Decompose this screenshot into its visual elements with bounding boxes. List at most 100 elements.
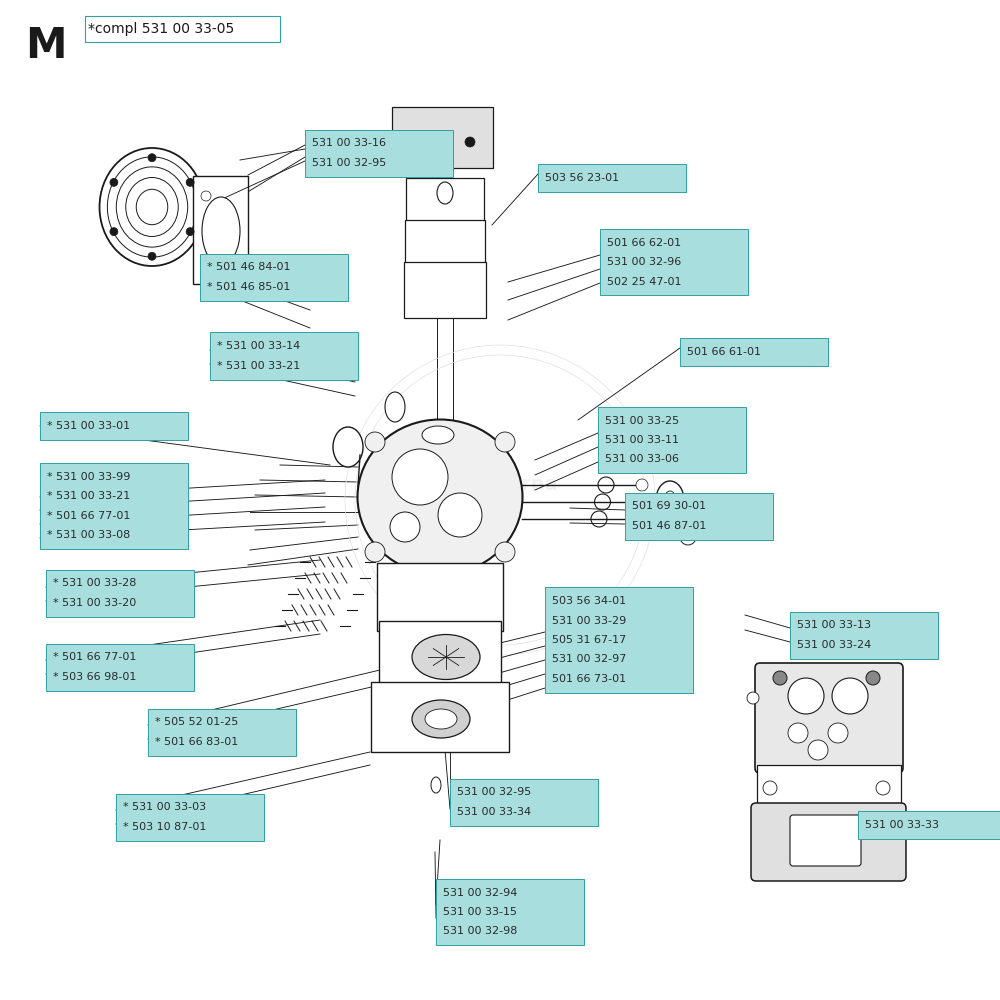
Text: * 531 00 33-08: * 531 00 33-08 — [47, 530, 130, 540]
Circle shape — [832, 678, 868, 714]
Circle shape — [495, 542, 515, 562]
Text: 501 66 73-01: 501 66 73-01 — [552, 674, 626, 684]
Circle shape — [110, 178, 118, 186]
Text: * 501 46 85-01: * 501 46 85-01 — [207, 282, 290, 292]
Circle shape — [186, 178, 194, 186]
Text: * 531 00 33-14: * 531 00 33-14 — [217, 341, 300, 351]
Circle shape — [876, 781, 890, 795]
Ellipse shape — [358, 420, 522, 574]
Circle shape — [747, 692, 759, 704]
FancyBboxPatch shape — [46, 644, 194, 690]
FancyBboxPatch shape — [404, 262, 486, 318]
Text: husqvarna: husqvarna — [442, 476, 558, 494]
Circle shape — [392, 449, 448, 505]
Text: * 501 66 77-01: * 501 66 77-01 — [53, 652, 136, 662]
Text: * 531 00 33-21: * 531 00 33-21 — [217, 361, 300, 371]
FancyBboxPatch shape — [85, 16, 280, 42]
Circle shape — [788, 723, 808, 743]
Text: * 501 66 83-01: * 501 66 83-01 — [155, 737, 238, 747]
Text: * 501 46 84-01: * 501 46 84-01 — [207, 262, 290, 272]
Text: 531 00 33-34: 531 00 33-34 — [457, 807, 531, 817]
FancyBboxPatch shape — [405, 220, 485, 276]
FancyBboxPatch shape — [790, 612, 938, 659]
FancyBboxPatch shape — [377, 563, 503, 631]
FancyBboxPatch shape — [545, 587, 693, 693]
FancyBboxPatch shape — [210, 332, 358, 379]
Text: 531 00 32-95: 531 00 32-95 — [312, 158, 386, 168]
Ellipse shape — [425, 709, 457, 729]
Text: 531 00 32-96: 531 00 32-96 — [607, 257, 681, 267]
Circle shape — [866, 671, 880, 685]
Text: * 505 52 01-25: * 505 52 01-25 — [155, 717, 238, 727]
Polygon shape — [193, 176, 248, 284]
Text: 531 00 32-97: 531 00 32-97 — [552, 655, 626, 665]
Circle shape — [495, 432, 515, 452]
Text: * 531 00 33-21: * 531 00 33-21 — [47, 491, 130, 501]
Text: 503 56 23-01: 503 56 23-01 — [545, 173, 619, 183]
Text: 531 00 32-95: 531 00 32-95 — [457, 787, 531, 797]
Circle shape — [365, 432, 385, 452]
Circle shape — [808, 740, 828, 760]
Text: 531 00 33-16: 531 00 33-16 — [312, 138, 386, 148]
Text: * 531 00 33-01: * 531 00 33-01 — [47, 421, 130, 431]
Ellipse shape — [664, 491, 676, 509]
FancyBboxPatch shape — [625, 493, 773, 540]
Ellipse shape — [385, 392, 405, 422]
FancyBboxPatch shape — [538, 164, 686, 192]
Text: * 531 00 33-28: * 531 00 33-28 — [53, 578, 136, 588]
Text: 531 00 32-94: 531 00 32-94 — [443, 888, 517, 898]
FancyBboxPatch shape — [305, 129, 453, 176]
FancyBboxPatch shape — [406, 178, 484, 232]
Text: M: M — [25, 25, 66, 67]
Text: 501 46 87-01: 501 46 87-01 — [632, 521, 706, 531]
Circle shape — [626, 513, 638, 525]
FancyBboxPatch shape — [392, 107, 493, 168]
Text: 503 56 34-01: 503 56 34-01 — [552, 596, 626, 606]
Text: 531 00 33-24: 531 00 33-24 — [797, 640, 871, 650]
FancyBboxPatch shape — [790, 815, 861, 866]
Ellipse shape — [333, 427, 363, 467]
Ellipse shape — [412, 635, 480, 680]
Circle shape — [148, 154, 156, 162]
Circle shape — [201, 191, 211, 201]
FancyBboxPatch shape — [46, 570, 194, 616]
FancyBboxPatch shape — [450, 778, 598, 825]
Text: * 531 00 33-20: * 531 00 33-20 — [53, 598, 136, 608]
Circle shape — [390, 512, 420, 542]
Text: 505 31 67-17: 505 31 67-17 — [552, 635, 626, 645]
Circle shape — [438, 493, 482, 537]
FancyBboxPatch shape — [371, 682, 509, 752]
Text: 531 00 33-15: 531 00 33-15 — [443, 907, 517, 917]
Text: * 501 66 77-01: * 501 66 77-01 — [47, 511, 130, 521]
Circle shape — [201, 263, 211, 273]
Text: 531 00 32-98: 531 00 32-98 — [443, 926, 517, 936]
Ellipse shape — [431, 777, 441, 793]
FancyBboxPatch shape — [598, 407, 746, 473]
Text: 501 66 62-01: 501 66 62-01 — [607, 237, 681, 247]
Circle shape — [415, 137, 425, 147]
FancyBboxPatch shape — [600, 229, 748, 295]
FancyBboxPatch shape — [148, 708, 296, 756]
Circle shape — [636, 479, 648, 491]
Text: * 531 00 33-03: * 531 00 33-03 — [123, 802, 206, 812]
Ellipse shape — [422, 426, 454, 444]
Text: 531 00 33-13: 531 00 33-13 — [797, 620, 871, 630]
Ellipse shape — [412, 700, 470, 738]
Text: * 531 00 33-99: * 531 00 33-99 — [47, 472, 130, 482]
Ellipse shape — [202, 197, 240, 265]
Ellipse shape — [100, 148, 205, 266]
Ellipse shape — [656, 481, 684, 519]
Text: 502 25 47-01: 502 25 47-01 — [607, 277, 682, 287]
FancyBboxPatch shape — [200, 253, 348, 300]
Text: 501 69 30-01: 501 69 30-01 — [632, 501, 706, 511]
FancyBboxPatch shape — [436, 879, 584, 945]
FancyBboxPatch shape — [116, 794, 264, 840]
FancyBboxPatch shape — [680, 338, 828, 366]
FancyBboxPatch shape — [40, 463, 188, 549]
Text: * 503 10 87-01: * 503 10 87-01 — [123, 822, 206, 832]
Circle shape — [465, 137, 475, 147]
FancyBboxPatch shape — [751, 803, 906, 881]
FancyBboxPatch shape — [755, 663, 903, 773]
Circle shape — [680, 529, 696, 545]
FancyBboxPatch shape — [858, 811, 1000, 839]
